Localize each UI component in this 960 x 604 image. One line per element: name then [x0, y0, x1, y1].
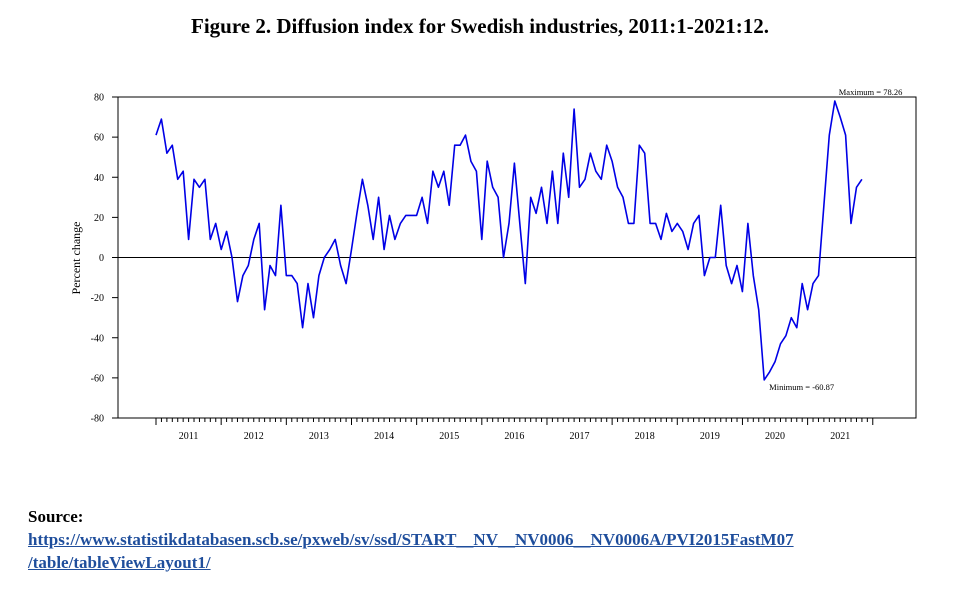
series-layer — [155, 100, 863, 381]
y-tick-label: 20 — [94, 213, 104, 224]
source-label: Source: — [28, 507, 84, 526]
y-tick-label: -40 — [91, 333, 104, 344]
y-tick-label: 60 — [94, 133, 104, 144]
x-tick-label: 2013 — [309, 431, 329, 442]
y-tick-label: -60 — [91, 373, 104, 384]
y-tick-label: 40 — [94, 173, 104, 184]
x-tick-label: 2015 — [439, 431, 459, 442]
maximum-annotation: Maximum = 78.26 — [839, 87, 903, 97]
x-tick-label: 2016 — [504, 431, 524, 442]
x-tick-label: 2011 — [179, 431, 199, 442]
figure-title: Figure 2. Diffusion index for Swedish in… — [191, 14, 769, 38]
x-tick-label: 2012 — [244, 431, 264, 442]
source-link[interactable]: https://www.statistikdatabasen.scb.se/px… — [28, 530, 794, 549]
y-axis: -80 -60 -40 -20 0 20 40 60 80 — [91, 93, 118, 425]
x-axis: 2011 2012 2013 2014 2015 2016 2017 2018 2019 2020… — [155, 418, 874, 442]
y-tick-label: 80 — [94, 93, 104, 104]
annotations: Maximum = 78.26 Minimum = -60.87 — [769, 87, 902, 392]
minimum-annotation: Minimum = -60.87 — [769, 382, 834, 392]
source-link-continued[interactable]: /table/tableViewLayout1/ — [28, 553, 211, 572]
x-tick-label: 2014 — [374, 431, 394, 442]
source-block: Source: https://www.statistikdatabasen.s… — [28, 505, 794, 574]
x-tick-label: 2018 — [635, 431, 655, 442]
x-tick-label: 2019 — [700, 431, 720, 442]
x-tick-label: 2017 — [570, 431, 590, 442]
y-tick-label: 0 — [99, 253, 104, 264]
series-line — [155, 100, 863, 381]
plot-area — [117, 96, 917, 419]
x-tick-label: 2021 — [830, 431, 850, 442]
x-tick-label: 2020 — [765, 431, 785, 442]
y-tick-label: -20 — [91, 293, 104, 304]
y-axis-label: Percent change — [69, 222, 83, 295]
y-tick-label: -80 — [91, 414, 104, 425]
